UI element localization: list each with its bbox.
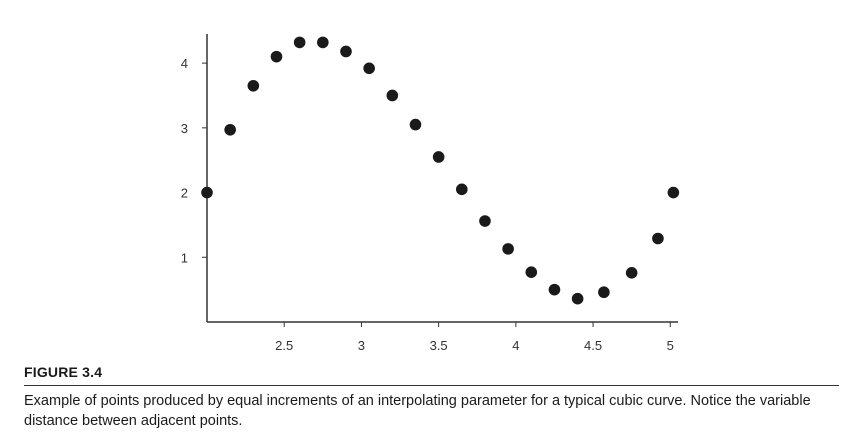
data-point (432, 151, 445, 163)
x-tick-label: 3.5 (430, 338, 448, 353)
data-point (340, 45, 352, 58)
y-tick-label: 2 (181, 186, 188, 201)
data-point (625, 267, 638, 279)
data-point (548, 283, 561, 296)
figure-caption-block: FIGURE 3.4 Example of points produced by… (24, 364, 839, 431)
data-point (201, 186, 213, 199)
x-tick-label: 3 (358, 338, 365, 353)
x-tick-label: 4 (512, 338, 519, 353)
scatter-chart: 2.5 3 3.5 4 4.5 5 1 2 3 4 (181, 34, 680, 353)
data-point (667, 186, 680, 199)
data-point (293, 36, 306, 49)
data-point (571, 292, 584, 305)
data-point (652, 232, 664, 245)
data-point (317, 36, 329, 49)
y-tick-label: 1 (181, 250, 188, 265)
data-point (502, 243, 514, 255)
x-tick-label: 4.5 (584, 338, 602, 353)
data-point (525, 266, 538, 278)
data-point (224, 123, 236, 136)
figure-caption: Example of points produced by equal incr… (24, 393, 811, 429)
data-point (270, 50, 283, 63)
data-point (386, 89, 399, 102)
chart-axes: 2.5 3 3.5 4 4.5 5 1 2 3 4 (181, 34, 678, 353)
data-point (409, 118, 422, 131)
data-point (456, 183, 468, 196)
data-point (479, 215, 491, 227)
y-tick-label: 3 (181, 121, 188, 136)
x-tick-label: 5 (667, 338, 674, 353)
figure-label: FIGURE 3.4 (24, 364, 839, 386)
x-tick-label: 2.5 (275, 338, 293, 353)
data-point (598, 286, 610, 299)
data-point (247, 79, 260, 92)
y-tick-label: 4 (181, 56, 188, 71)
data-point (363, 62, 375, 75)
chart-points (201, 36, 680, 305)
